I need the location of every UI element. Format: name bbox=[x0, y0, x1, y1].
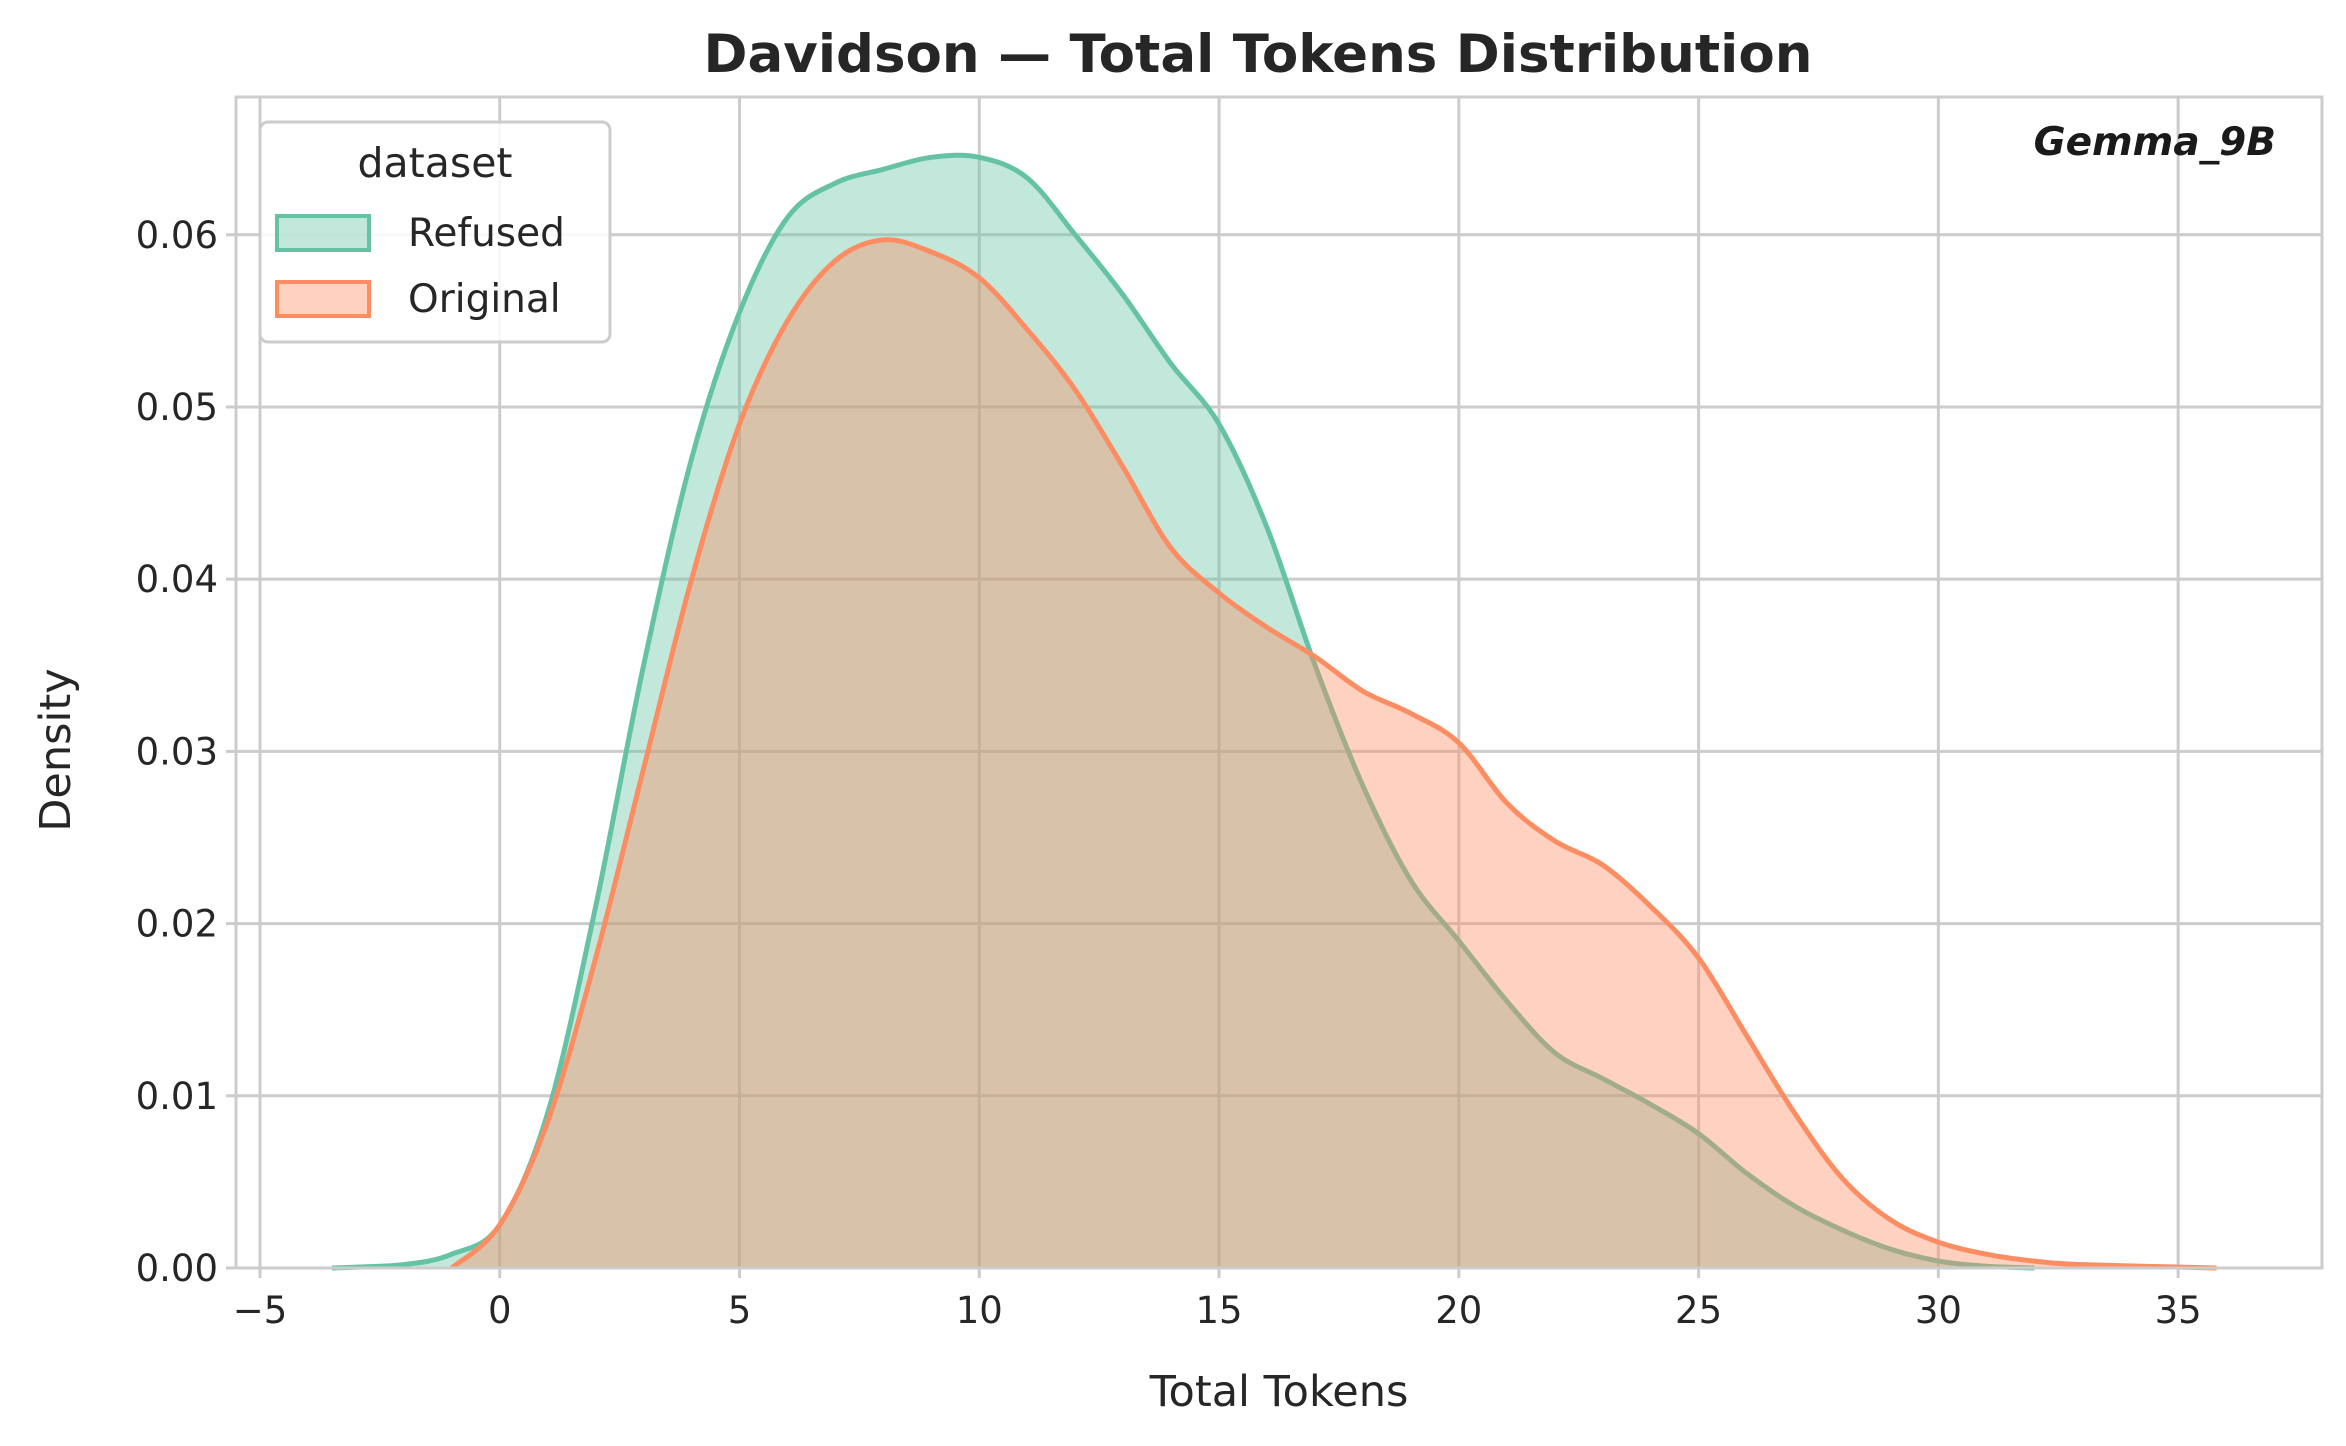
series-area-refused bbox=[331, 155, 2035, 1269]
plot-frame bbox=[234, 95, 2324, 1270]
x-tick-label: 25 bbox=[1675, 1289, 1722, 1332]
series-line-original bbox=[450, 237, 2217, 1271]
series-line-refused bbox=[331, 152, 2035, 1271]
x-tick-label: 30 bbox=[1915, 1289, 1962, 1332]
legend-title: dataset bbox=[357, 139, 512, 187]
legend: dataset Refused Original bbox=[258, 120, 612, 344]
legend-frame bbox=[258, 120, 612, 344]
legend-label-original: Original bbox=[408, 277, 561, 322]
x-tick-label: 5 bbox=[728, 1289, 752, 1332]
y-axis-ticks: 0.00 0.01 0.02 0.03 0.04 0.05 0.06 bbox=[136, 214, 236, 1290]
legend-label-refused: Refused bbox=[408, 211, 565, 256]
x-tick-label: 20 bbox=[1435, 1289, 1482, 1332]
x-axis-label: Total Tokens bbox=[1149, 1367, 1409, 1417]
y-tick-label: 0.01 bbox=[136, 1075, 218, 1118]
y-tick-label: 0.03 bbox=[136, 730, 218, 773]
y-tick-label: 0.02 bbox=[136, 903, 218, 946]
x-tick-label: 35 bbox=[2155, 1289, 2202, 1332]
legend-swatch-refused bbox=[275, 214, 371, 252]
y-tick-label: 0.04 bbox=[136, 558, 218, 601]
x-tick-label: 10 bbox=[956, 1289, 1003, 1332]
y-tick-label: 0.05 bbox=[136, 386, 218, 429]
legend-swatch-original bbox=[275, 280, 371, 318]
series-layer bbox=[331, 152, 2217, 1271]
chart-title: Davidson — Total Tokens Distribution bbox=[704, 24, 1813, 85]
y-tick-label: 0.06 bbox=[136, 214, 218, 257]
x-tick-label: −5 bbox=[233, 1289, 288, 1332]
x-tick-label: 15 bbox=[1196, 1289, 1243, 1332]
y-axis-label: Density bbox=[31, 668, 81, 831]
y-tick-label: 0.00 bbox=[136, 1247, 218, 1290]
series-area-original bbox=[451, 239, 2217, 1269]
x-tick-label: 0 bbox=[488, 1289, 512, 1332]
x-axis-ticks: −5 0 5 10 15 20 25 30 35 bbox=[233, 1268, 2202, 1332]
model-annotation: Gemma_9B bbox=[2034, 120, 2276, 165]
